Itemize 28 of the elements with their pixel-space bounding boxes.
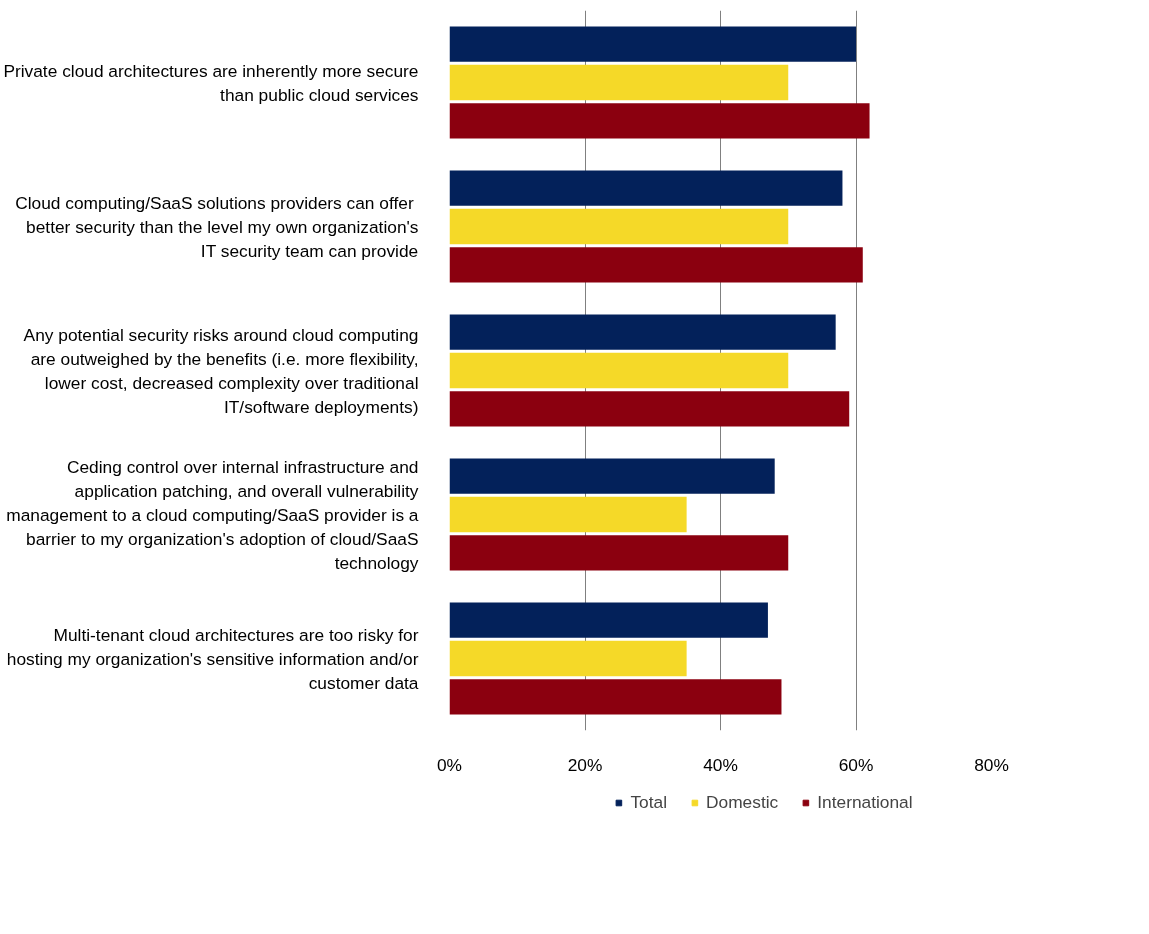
bar [449,352,789,389]
y-tick-label: Private cloud architectures are inherently more secure than public cloud services [3,60,419,105]
bar [449,535,789,571]
bar [449,64,789,101]
y-tick-label: Multi-tenant cloud architectures are too risky for hosting my organization's sensitive information and/or customer data [6,624,419,693]
x-tick-label: 0% [436,754,463,775]
legend-label: International [817,791,913,813]
bar [449,170,843,206]
x-tick-label: 40% [703,754,738,775]
y-tick-label: Ceding control over internal infrastructure and application patching, and overall vulnerability management to a cloud computing/SaaS provider is a barrier to my organization's adoption of cloud/SaaS technology [6,456,419,573]
x-tick-label: 80% [974,754,1009,775]
bar [449,247,863,283]
bar [449,640,687,677]
bar [449,679,782,715]
legend-label: Total [630,791,668,813]
bar [449,602,768,638]
x-tick-label: 20% [567,754,603,775]
bar [449,208,789,245]
bar [449,314,836,350]
bar [449,391,850,427]
y-tick-label: Any potential security risks around cloud computing are outweighed by the benefits (i.e. more flexibility, lower cost, decreased complexity over traditional IT/software deployments) [23,324,419,417]
bar [449,496,687,533]
bar [449,26,856,62]
x-tick-label: 60% [838,754,874,775]
bar [449,103,870,139]
y-tick-label: Cloud computing/SaaS solutions providers can offer better security than the level my own organization's IT security team can provide [15,192,419,261]
legend-label: Domestic [706,791,779,813]
bar [449,458,775,494]
